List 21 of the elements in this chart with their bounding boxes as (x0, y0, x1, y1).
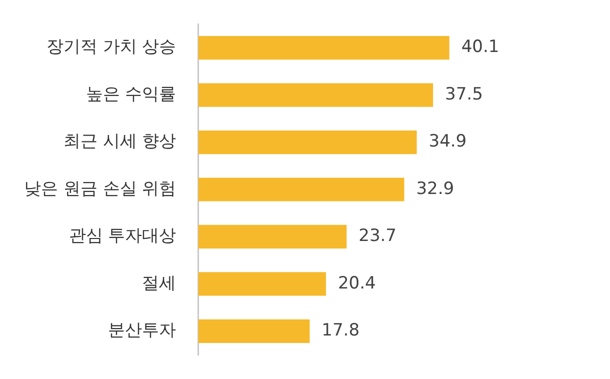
bar (198, 130, 417, 154)
y-tick-label: 높은 수익률 (86, 84, 176, 104)
bar (198, 83, 434, 107)
data-label: 40.1 (461, 37, 500, 58)
data-label: 17.8 (322, 320, 360, 341)
data-label: 34.9 (428, 132, 467, 152)
bar (198, 319, 310, 343)
bar (198, 36, 450, 60)
bar (198, 178, 404, 202)
y-tick-label: 관심 투자대상 (68, 226, 176, 246)
data-label: 37.5 (445, 84, 483, 104)
bar (198, 224, 347, 249)
data-label: 20.4 (338, 273, 376, 294)
data-label: 32.9 (416, 178, 454, 199)
bar (198, 272, 326, 296)
y-tick-label: 최근 시세 향상 (63, 132, 176, 152)
y-tick-label: 장기적 가치 상승 (46, 37, 176, 58)
y-tick-label: 절세 (142, 273, 176, 294)
y-tick-label: 분산투자 (108, 320, 176, 341)
y-tick-label: 낮은 원금 손실 위험 (24, 178, 176, 199)
data-label: 23.7 (358, 226, 396, 246)
